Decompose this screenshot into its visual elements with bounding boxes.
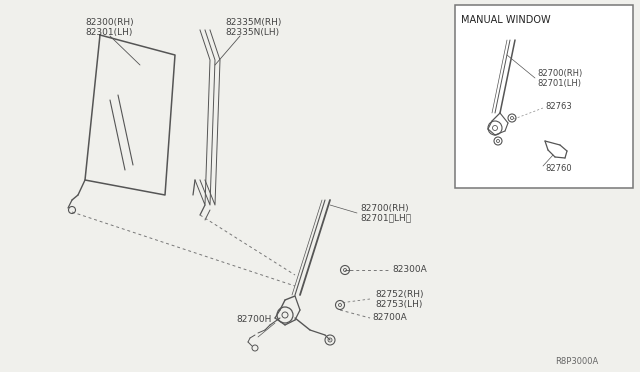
Text: 82335M(RH): 82335M(RH) [225,17,282,26]
Text: R8P3000A: R8P3000A [555,357,598,366]
Bar [455,5,633,188]
Text: MANUAL WINDOW: MANUAL WINDOW [461,15,550,25]
Text: 82701(LH): 82701(LH) [537,78,581,87]
Text: 82753(LH): 82753(LH) [375,301,422,310]
Text: 82700(RH): 82700(RH) [537,68,582,77]
Text: 82763: 82763 [545,102,572,110]
Text: 82300A: 82300A [392,266,427,275]
Text: 82700H: 82700H [237,315,272,324]
Text: 82700(RH): 82700(RH) [360,203,408,212]
Text: 82300(RH): 82300(RH) [85,17,134,26]
Text: 82700A: 82700A [372,314,407,323]
Text: 82760: 82760 [545,164,572,173]
Text: 82701〈LH〉: 82701〈LH〉 [360,214,411,222]
Text: 82335N(LH): 82335N(LH) [225,28,279,36]
Text: 82752(RH): 82752(RH) [375,291,424,299]
Text: 82301(LH): 82301(LH) [85,28,132,36]
